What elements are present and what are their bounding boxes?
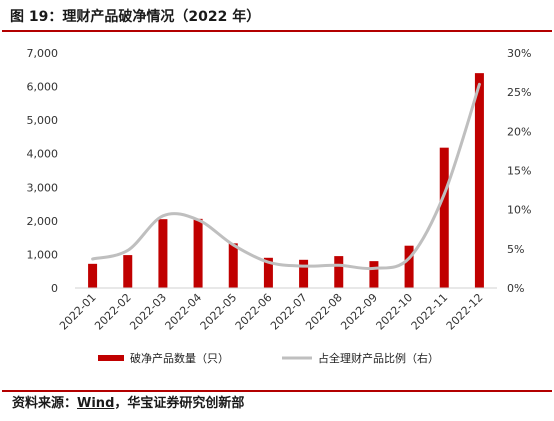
source-name: Wind	[77, 396, 115, 411]
bar-2022-11	[439, 147, 449, 288]
y-right-tick-label: 30%	[507, 47, 531, 60]
y-left-tick-label: 4,000	[27, 148, 59, 161]
bar-2022-08	[334, 256, 344, 288]
legend-swatch-bars	[98, 355, 124, 361]
y-right-tick-label: 20%	[507, 125, 531, 138]
combo-chart: 0 1,000 2,000 3,000 4,000 5,000 6,000 7,000 0% 5%…	[27, 47, 532, 365]
bar-2022-07	[299, 259, 309, 288]
x-tick-label: 2022-03	[127, 291, 169, 333]
bar-2022-05	[228, 243, 238, 288]
bar-2022-04	[193, 218, 203, 288]
bar-2022-02	[123, 255, 133, 288]
y-left-tick-label: 5,000	[27, 114, 59, 127]
legend-label-line: 占全理财产品比例（右）	[318, 351, 439, 365]
y-right-tick-label: 25%	[507, 86, 531, 99]
bar-2022-01	[88, 263, 98, 288]
x-tick-label: 2022-05	[198, 291, 240, 333]
bar-2022-06	[263, 257, 273, 288]
x-tick-label: 2022-12	[444, 291, 486, 333]
y-left-tick-label: 0	[51, 282, 58, 295]
figure-title: 图 19：理财产品破净情况（2022 年）	[10, 9, 261, 25]
y-left-tick-label: 6,000	[27, 81, 59, 94]
y-left-tick-label: 1,000	[27, 248, 59, 261]
x-tick-label: 2022-09	[338, 291, 380, 333]
x-tick-label: 2022-08	[303, 291, 345, 333]
legend-label-bars: 破净产品数量（只）	[130, 351, 229, 365]
x-tick-label: 2022-04	[163, 291, 205, 333]
bar-2022-12	[474, 73, 484, 288]
y-right-tick-label: 5%	[507, 243, 524, 256]
y-left-tick-label: 7,000	[27, 47, 59, 60]
x-tick-label: 2022-11	[409, 291, 451, 333]
x-tick-label: 2022-10	[374, 291, 416, 333]
x-tick-label: 2022-01	[57, 291, 99, 333]
bar-2022-09	[369, 261, 379, 288]
x-tick-label: 2022-06	[233, 291, 275, 333]
y-right-tick-label: 0%	[507, 282, 524, 295]
x-tick-label: 2022-02	[92, 291, 134, 333]
y-left-tick-label: 3,000	[27, 181, 59, 194]
bar-2022-03	[158, 219, 168, 288]
x-tick-label: 2022-07	[268, 291, 310, 333]
title-divider	[2, 30, 552, 32]
ratio-line	[91, 82, 481, 271]
source-suffix: ，华宝证券研究创新部	[114, 396, 245, 411]
source-divider	[2, 390, 552, 392]
source-note: 资料来源：Wind，华宝证券研究创新部	[12, 394, 244, 414]
source-prefix: 资料来源：	[12, 396, 78, 411]
y-right-tick-label: 10%	[507, 204, 531, 217]
y-right-tick-label: 15%	[507, 165, 531, 178]
y-left-tick-label: 2,000	[27, 215, 59, 228]
bar-2022-10	[404, 245, 414, 288]
